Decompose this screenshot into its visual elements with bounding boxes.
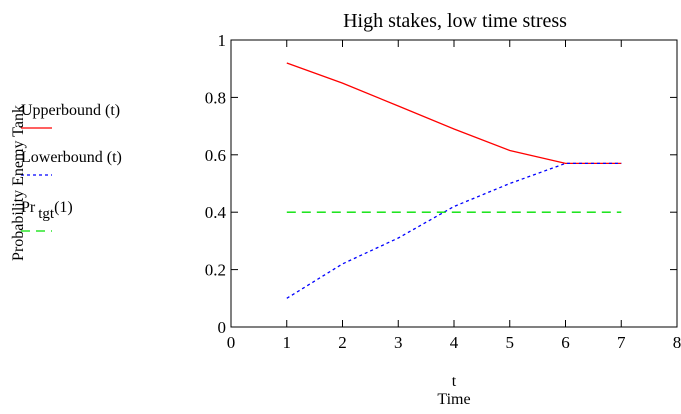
y-tick-label: 0.6 (205, 146, 226, 165)
x-tick-label: 6 (561, 333, 570, 352)
x-axis: 0 1 2 3 4 5 6 7 8 (227, 40, 681, 352)
y-axis-label: Probability Enemy Tank (10, 105, 27, 261)
x-tick-label: 4 (450, 333, 459, 352)
y-tick-label: 0 (218, 318, 227, 337)
legend-label-1: Upperbound (t) (21, 102, 120, 119)
plot-frame (230, 39, 678, 328)
y-tick-label: 1 (218, 31, 227, 50)
chart-title: High stakes, low time stress (343, 10, 567, 32)
x-tick-label: 0 (227, 333, 236, 352)
series-line-1 (286, 62, 622, 165)
series-line-2 (286, 162, 622, 299)
x-tick-label: 7 (617, 333, 626, 352)
legend-label-3: Pr tgt(1) (21, 199, 73, 222)
y-tick-label: 0.4 (205, 203, 227, 222)
x-axis-variable: t (452, 373, 457, 390)
series-lines (286, 62, 622, 299)
legend-label-2: Lowerbound (t) (21, 149, 122, 166)
legend: Upperbound (t) Lowerbound (t) Pr tgt(1) (21, 102, 122, 232)
y-tick-label: 0.8 (205, 88, 226, 107)
x-tick-label: 2 (338, 333, 347, 352)
y-axis: 0 0.2 0.4 0.6 0.8 1 (205, 31, 677, 337)
x-tick-label: 8 (673, 333, 681, 352)
y-tick-label: 0.2 (205, 261, 226, 280)
x-tick-label: 1 (283, 333, 292, 352)
x-tick-label: 5 (506, 333, 515, 352)
x-axis-label: Time (437, 391, 470, 408)
x-tick-label: 3 (394, 333, 403, 352)
